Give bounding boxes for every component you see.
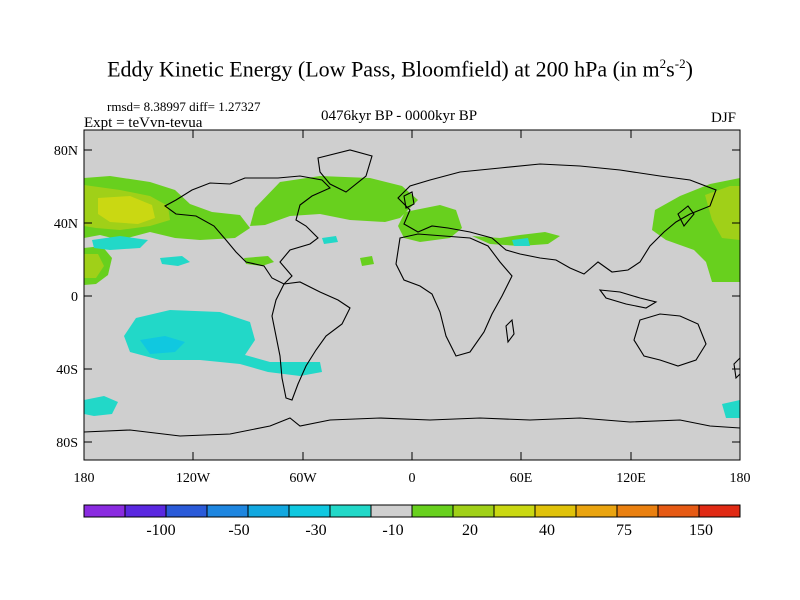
shade-lightblue-south-pacific-core bbox=[140, 336, 185, 354]
colorbar-label: -100 bbox=[146, 522, 175, 539]
period-label: 0476kyr BP - 0000kyr BP bbox=[321, 108, 478, 124]
colorbar-box bbox=[124, 504, 167, 518]
shade-yellow-pacific-core bbox=[98, 196, 155, 224]
colorbar-box bbox=[411, 504, 454, 518]
lon-tick-label: 180 bbox=[730, 471, 751, 486]
colorbar-box bbox=[206, 504, 249, 518]
colorbar-box bbox=[329, 504, 372, 518]
lat-tick-labels: 80N 40N 0 40S 80S bbox=[54, 144, 78, 451]
colorbar-box bbox=[288, 504, 331, 518]
lon-tick-marks bbox=[192, 130, 632, 460]
lat-tick-marks bbox=[84, 149, 740, 443]
colorbar-label: 75 bbox=[616, 522, 632, 539]
colorbar-label: 150 bbox=[689, 522, 713, 539]
shade-cyan-southern-ocean-east bbox=[722, 400, 740, 418]
coast-eurasia bbox=[397, 163, 717, 275]
coast-uk bbox=[403, 191, 415, 209]
lat-tick-label: 80S bbox=[56, 436, 78, 451]
colorbar-box bbox=[165, 504, 208, 518]
shade-cyan-pacific-north bbox=[92, 236, 148, 250]
coast-madagascar bbox=[505, 318, 515, 344]
map-title: Eddy Kinetic Energy (Low Pass, Bloomfiel… bbox=[107, 56, 693, 82]
colorbar bbox=[83, 504, 741, 518]
shade-green-europe-med bbox=[398, 205, 462, 242]
lat-tick-label: 80N bbox=[54, 144, 78, 159]
experiment-label: Expt = teVvn-tevua bbox=[84, 115, 203, 131]
coast-africa bbox=[395, 233, 513, 357]
colorbar-box bbox=[247, 504, 290, 518]
coast-greenland bbox=[317, 149, 373, 193]
lon-tick-label: 60E bbox=[510, 471, 533, 486]
colorbar-box bbox=[616, 504, 659, 518]
coastlines bbox=[84, 149, 740, 437]
shade-cyan-southern-ocean-west bbox=[84, 396, 118, 416]
lon-tick-label: 0 bbox=[409, 471, 416, 486]
season-label: DJF bbox=[711, 110, 737, 126]
lon-tick-labels: 180 120W 60W 0 60E 120E 180 bbox=[74, 471, 751, 486]
shade-yellowgreen-subtropic bbox=[84, 254, 104, 278]
lon-tick-label: 180 bbox=[74, 471, 95, 486]
map-background bbox=[84, 130, 740, 460]
lon-tick-label: 120W bbox=[176, 471, 211, 486]
lon-tick-label: 60W bbox=[289, 471, 317, 486]
lat-tick-label: 40N bbox=[54, 217, 78, 232]
coast-japan bbox=[677, 205, 695, 227]
shade-green-ne-africa bbox=[472, 232, 560, 246]
colorbar-box bbox=[493, 504, 536, 518]
colorbar-label: -30 bbox=[305, 522, 326, 539]
coast-south-america bbox=[271, 281, 351, 401]
colorbar-box bbox=[657, 504, 700, 518]
shade-cyan-small-c bbox=[512, 238, 530, 246]
shade-yellowgreen-nwpacific bbox=[705, 186, 740, 240]
lon-tick-label: 120E bbox=[616, 471, 646, 486]
shade-cyan-small-b bbox=[322, 236, 338, 244]
coast-antarctica bbox=[84, 417, 740, 437]
colorbar-box bbox=[534, 504, 577, 518]
colorbar-box bbox=[698, 504, 741, 518]
coast-australia bbox=[633, 313, 707, 367]
shade-cyan-south-pacific bbox=[124, 310, 322, 376]
colorbar-box bbox=[452, 504, 495, 518]
colorbar-label: -50 bbox=[228, 522, 249, 539]
shade-green-small-2 bbox=[360, 256, 374, 266]
shade-cyan-small-a bbox=[160, 256, 190, 266]
colorbar-box bbox=[370, 504, 413, 518]
lat-tick-label: 0 bbox=[71, 290, 78, 305]
colorbar-label: 40 bbox=[539, 522, 555, 539]
colorbar-label: -10 bbox=[382, 522, 403, 539]
colorbar-box bbox=[83, 504, 126, 518]
colorbar-box bbox=[575, 504, 618, 518]
coast-indonesia bbox=[598, 289, 658, 309]
lat-tick-label: 40S bbox=[56, 363, 78, 378]
colorbar-label: 20 bbox=[462, 522, 478, 539]
colorbar-labels: -100 -50 -30 -10 20 40 75 150 bbox=[146, 522, 713, 539]
shade-green-natlantic bbox=[250, 176, 418, 226]
coast-new-zealand bbox=[733, 357, 740, 380]
stats-text: rmsd= 8.38997 diff= 1.27327 bbox=[107, 99, 261, 114]
